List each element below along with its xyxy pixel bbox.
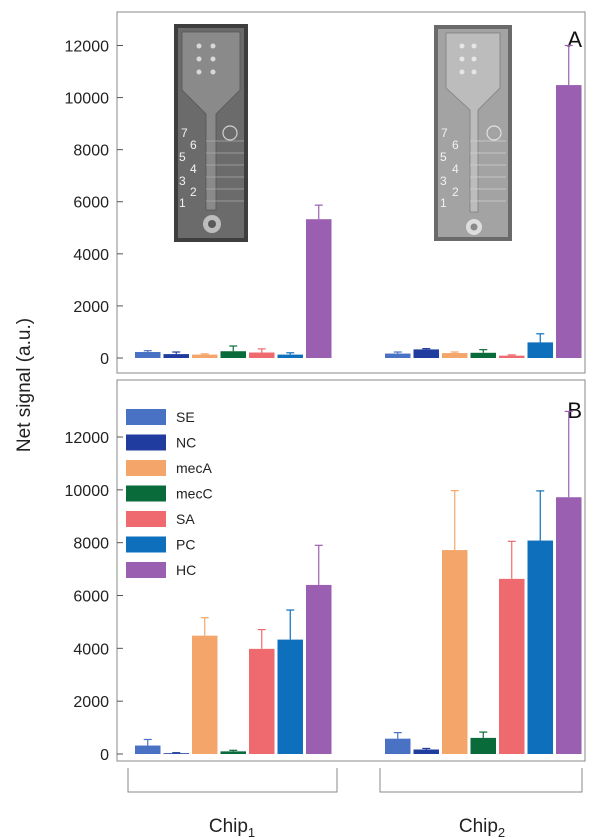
bar-a-se-chip1 [135,352,161,358]
panel-a-tick-label-2000: 2000 [73,299,109,316]
legend-swatch-mecc [126,485,166,502]
panel-b-tick-label-6000: 6000 [73,589,109,606]
chip2-label-3: 3 [440,174,447,188]
bar-a-meca-chip2 [442,353,468,358]
bar-b-hc-chip2 [556,497,582,754]
panel-a-bars [135,44,582,359]
bar-a-sa-chip1 [249,352,275,358]
legend-swatch-meca [126,460,166,476]
chip2-label-4: 4 [452,162,459,176]
panel-b-tick-label-2000: 2000 [73,694,109,711]
bar-b-meca-chip2 [442,550,468,754]
chip1-label-4: 4 [190,162,197,176]
panel-a-letter: A [567,27,582,52]
panel-b-frame [116,379,586,762]
bar-b-pc-chip1 [277,639,303,754]
bar-a-mecc-chip2 [470,352,496,358]
bar-a-sa-chip2 [499,355,525,358]
chip1-label-1: 1 [179,196,186,210]
legend-label-pc: PC [176,537,195,553]
chip1-label-2: 2 [190,185,197,199]
panel-b: B 0 2000 4000 6000 8000 10000 12000 SE NC mecA me… [65,379,586,764]
legend-label-hc: HC [176,562,196,578]
panel-b-bars [135,410,582,755]
bar-a-mecc-chip1 [220,351,246,358]
chip2-label-5: 5 [440,150,447,164]
panel-b-letter: B [567,398,582,423]
chip2-photo: 7 6 5 4 3 2 1 [434,25,512,241]
group-label-chip1: Chip1 [209,816,255,839]
bar-b-se-chip2 [385,738,411,754]
chip2-label-6: 6 [452,138,459,152]
group-label-chip2: Chip2 [459,816,505,839]
panel-a-tick-label-4000: 4000 [73,247,109,264]
bar-a-pc-chip1 [277,354,303,358]
legend-swatch-nc [126,434,166,451]
panel-b-tick-label-0: 0 [100,747,109,764]
bar-b-mecc-chip1 [220,751,246,754]
bar-a-meca-chip1 [192,354,218,358]
bar-a-pc-chip2 [527,342,553,358]
group-brackets [127,768,583,793]
bar-a-nc-chip2 [413,349,439,358]
legend-label-sa: SA [176,511,195,527]
bar-a-hc-chip1 [306,219,332,358]
panel-a-tick-label-6000: 6000 [73,195,109,212]
bar-a-se-chip2 [385,353,411,358]
panel-a-frame [116,11,586,374]
panel-b-tick-label-12000: 12000 [65,430,110,447]
bar-a-hc-chip2 [556,85,582,359]
legend-label-nc: NC [176,435,196,451]
legend-label-meca: mecA [176,460,212,476]
panel-a-y-axis: 0 2000 4000 6000 8000 10000 12000 [65,38,123,368]
legend-label-mecc: mecC [176,486,213,502]
bar-b-meca-chip1 [192,635,218,754]
chip1-label-7: 7 [181,126,188,140]
bar-b-nc-chip1 [163,753,189,755]
chip1-label-3: 3 [179,174,186,188]
y-axis-label: Net signal (a.u.) [14,318,35,452]
bar-b-nc-chip2 [413,749,439,754]
chip2-label-2: 2 [452,185,459,199]
bar-b-sa-chip1 [249,648,275,754]
chip1-photo: 7 6 5 4 3 2 1 [174,24,248,242]
legend-swatch-sa [126,511,166,527]
chip1-label-5: 5 [179,150,186,164]
chip2-label-7: 7 [441,126,448,140]
bar-b-pc-chip2 [527,540,553,754]
bar-b-hc-chip1 [306,584,332,754]
panel-b-tick-label-10000: 10000 [65,483,110,500]
panel-a-tick-label-10000: 10000 [65,91,110,108]
panel-b-tick-label-8000: 8000 [73,536,109,553]
panel-b-y-axis: 0 2000 4000 6000 8000 10000 12000 [65,430,123,764]
bar-b-sa-chip2 [499,578,525,754]
bar-b-mecc-chip2 [470,737,496,754]
legend-swatch-pc [126,536,166,553]
chip1-label-6: 6 [190,138,197,152]
legend-swatch-se [126,409,166,425]
panel-b-tick-label-4000: 4000 [73,641,109,658]
bar-b-se-chip1 [135,745,161,754]
legend-swatch-hc [126,562,166,578]
chip2-label-1: 1 [440,196,447,210]
legend: SE NC mecA mecC SA PC HC [126,409,213,578]
panel-a-tick-label-12000: 12000 [65,38,110,55]
panel-a: A 7 6 5 4 3 2 1 [65,11,586,374]
bar-a-nc-chip1 [163,354,189,358]
panel-a-tick-label-0: 0 [100,351,109,368]
panel-a-tick-label-8000: 8000 [73,143,109,160]
legend-label-se: SE [176,409,195,425]
